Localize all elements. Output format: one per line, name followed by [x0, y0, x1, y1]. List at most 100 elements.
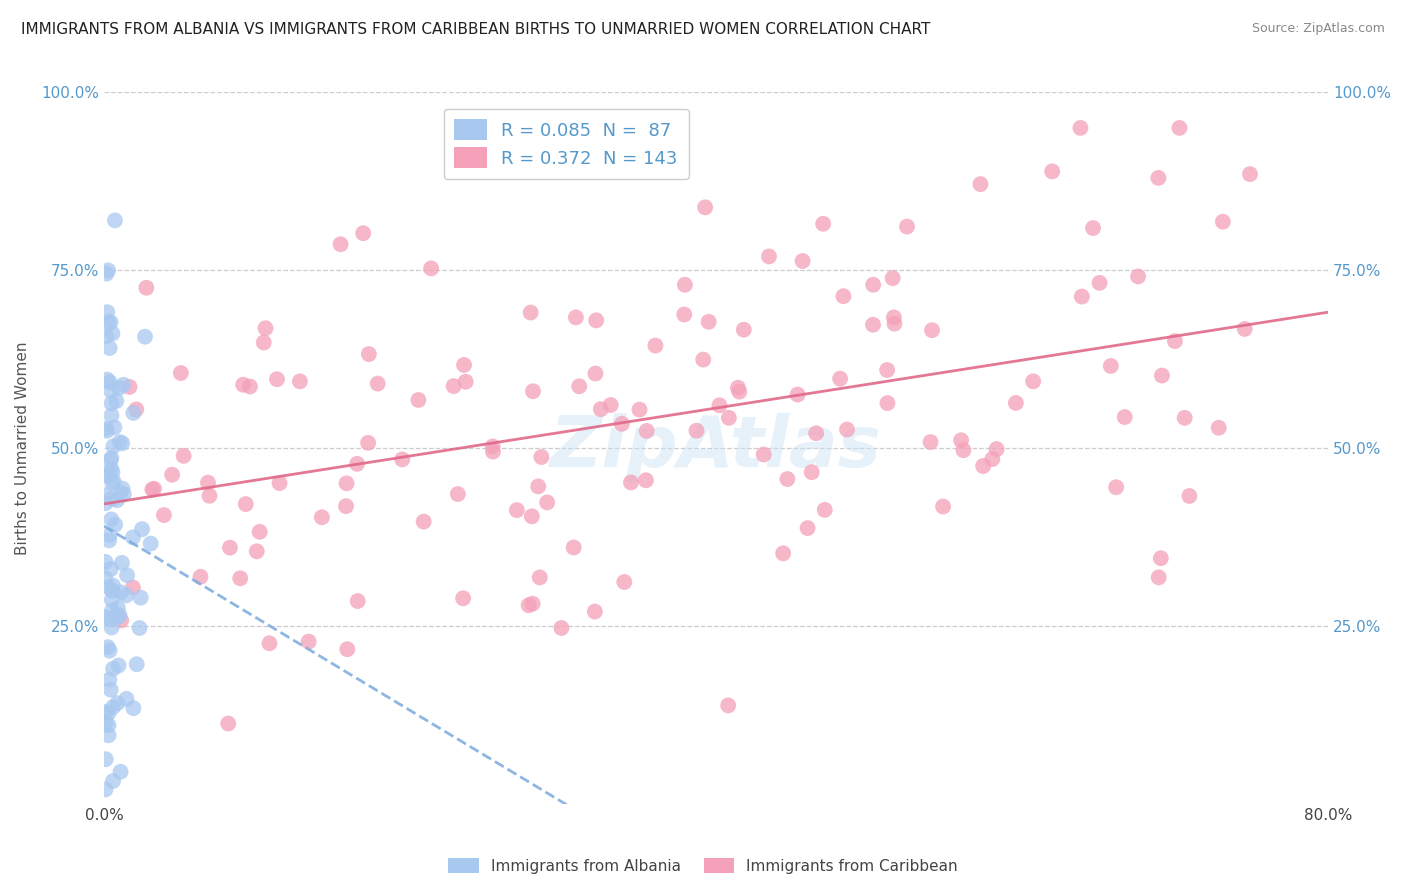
Point [329, 237, 352, 252]
Point [94, 782, 117, 797]
Point [170, 366, 193, 380]
Point [122, 530, 145, 544]
Point [835, 423, 858, 437]
Point [98, 528, 121, 542]
Point [219, 541, 242, 555]
Point [811, 217, 834, 231]
Point [110, 585, 132, 599]
Point [932, 500, 955, 514]
Point [420, 261, 443, 276]
Point [97, 728, 120, 742]
Point [1178, 489, 1201, 503]
Point [862, 318, 884, 332]
Point [1233, 322, 1256, 336]
Point [103, 420, 125, 434]
Point [776, 472, 799, 486]
Point [335, 499, 357, 513]
Point [100, 682, 122, 697]
Point [97, 718, 120, 732]
Point [862, 277, 884, 292]
Point [804, 426, 827, 441]
Point [634, 473, 657, 487]
Point [1069, 120, 1091, 135]
Point [481, 439, 503, 453]
Point [232, 377, 254, 392]
Point [1174, 410, 1197, 425]
Point [1040, 164, 1063, 178]
Point [454, 375, 477, 389]
Point [101, 774, 124, 789]
Point [94, 496, 117, 510]
Point [529, 570, 551, 584]
Point [1147, 570, 1170, 584]
Point [246, 544, 269, 558]
Point [830, 372, 852, 386]
Point [94, 488, 117, 502]
Point [254, 321, 277, 335]
Point [141, 483, 163, 497]
Point [1150, 551, 1173, 566]
Point [882, 271, 904, 285]
Point [97, 315, 120, 329]
Point [235, 497, 257, 511]
Point [673, 277, 696, 292]
Point [717, 410, 740, 425]
Point [153, 508, 176, 522]
Legend: Immigrants from Albania, Immigrants from Caribbean: Immigrants from Albania, Immigrants from… [441, 852, 965, 880]
Point [229, 571, 252, 585]
Point [135, 281, 157, 295]
Point [122, 406, 145, 420]
Legend: R = 0.085  N =  87, R = 0.372  N = 143: R = 0.085 N = 87, R = 0.372 N = 143 [443, 109, 689, 179]
Point [101, 578, 124, 592]
Point [107, 696, 129, 710]
Point [97, 706, 120, 721]
Point [583, 605, 606, 619]
Point [727, 381, 749, 395]
Point [583, 367, 606, 381]
Point [107, 610, 129, 624]
Point [100, 512, 122, 526]
Point [772, 546, 794, 560]
Point [125, 402, 148, 417]
Point [950, 434, 973, 448]
Point [108, 381, 131, 395]
Point [800, 465, 823, 479]
Text: Source: ZipAtlas.com: Source: ZipAtlas.com [1251, 22, 1385, 36]
Point [101, 700, 124, 714]
Point [527, 479, 550, 493]
Point [101, 583, 124, 598]
Point [96, 267, 118, 281]
Point [565, 310, 588, 325]
Point [697, 315, 720, 329]
Point [883, 317, 905, 331]
Point [108, 608, 131, 623]
Point [105, 493, 128, 508]
Point [636, 424, 658, 438]
Point [100, 396, 122, 410]
Point [1114, 410, 1136, 425]
Point [613, 574, 636, 589]
Point [1164, 334, 1187, 348]
Point [346, 457, 368, 471]
Point [408, 392, 430, 407]
Point [952, 443, 974, 458]
Point [692, 352, 714, 367]
Point [239, 379, 262, 393]
Point [111, 482, 134, 496]
Point [100, 451, 122, 466]
Point [115, 568, 138, 582]
Point [1208, 421, 1230, 435]
Point [695, 200, 717, 214]
Point [1022, 375, 1045, 389]
Point [173, 449, 195, 463]
Point [758, 250, 780, 264]
Point [115, 691, 138, 706]
Point [94, 422, 117, 436]
Point [986, 442, 1008, 456]
Point [1099, 359, 1122, 373]
Point [335, 476, 357, 491]
Point [94, 571, 117, 585]
Point [98, 643, 121, 657]
Point [94, 752, 117, 766]
Point [96, 468, 118, 483]
